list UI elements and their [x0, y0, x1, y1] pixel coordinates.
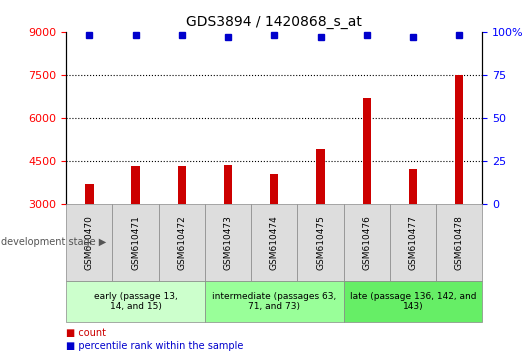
Text: late (passage 136, 142, and
143): late (passage 136, 142, and 143) [350, 292, 476, 312]
Text: GSM610470: GSM610470 [85, 215, 94, 270]
Text: development stage ▶: development stage ▶ [1, 238, 106, 247]
Bar [409, 169, 417, 204]
Bar [85, 183, 93, 204]
Bar [270, 173, 278, 204]
Bar [112, 204, 158, 281]
Bar [436, 204, 482, 281]
Bar [390, 204, 436, 281]
Bar [66, 204, 112, 281]
Bar [363, 98, 371, 204]
Bar [205, 204, 251, 281]
Text: GSM610472: GSM610472 [178, 215, 187, 270]
Bar [178, 166, 186, 204]
Text: GSM610477: GSM610477 [409, 215, 418, 270]
Bar [251, 204, 297, 281]
Bar [343, 281, 482, 322]
Text: GSM610471: GSM610471 [131, 215, 140, 270]
Text: intermediate (passages 63,
71, and 73): intermediate (passages 63, 71, and 73) [212, 292, 337, 312]
Bar [158, 204, 205, 281]
Text: early (passage 13,
14, and 15): early (passage 13, 14, and 15) [94, 292, 178, 312]
Bar [224, 165, 232, 204]
Text: GSM610478: GSM610478 [455, 215, 464, 270]
Bar [343, 204, 390, 281]
Text: ■ percentile rank within the sample: ■ percentile rank within the sample [66, 341, 244, 351]
Text: GSM610474: GSM610474 [270, 215, 279, 270]
Text: GSM610476: GSM610476 [362, 215, 371, 270]
Bar [66, 281, 205, 322]
Text: ■ count: ■ count [66, 328, 106, 338]
Title: GDS3894 / 1420868_s_at: GDS3894 / 1420868_s_at [187, 16, 362, 29]
Bar [131, 166, 140, 204]
Bar [455, 75, 463, 204]
Bar [205, 281, 343, 322]
Text: GSM610475: GSM610475 [316, 215, 325, 270]
Bar [316, 149, 325, 204]
Text: GSM610473: GSM610473 [224, 215, 233, 270]
Bar [297, 204, 343, 281]
